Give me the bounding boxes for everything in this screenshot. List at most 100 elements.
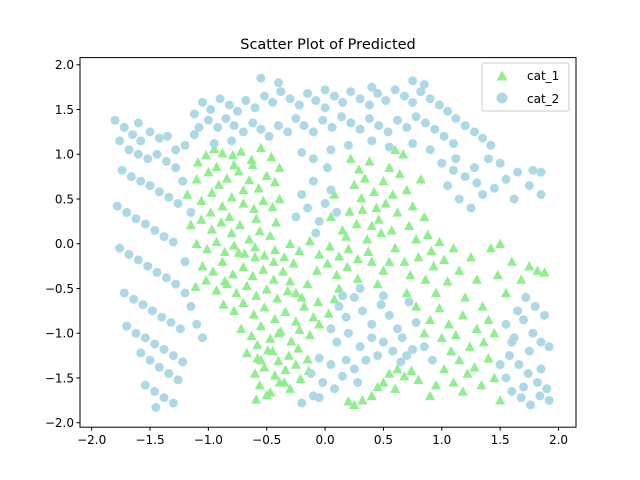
point-cat_2-218 [355, 283, 365, 293]
point-cat_1-24 [226, 192, 237, 202]
point-cat_1-133 [369, 186, 380, 197]
point-cat_2-59 [159, 393, 169, 403]
point-cat_2-136 [320, 85, 330, 95]
point-cat_1-31 [196, 214, 207, 224]
point-cat_1-212 [357, 395, 368, 405]
point-cat_2-182 [349, 292, 359, 302]
point-cat_2-150 [437, 158, 447, 168]
point-cat_1-180 [401, 287, 412, 298]
point-cat_1-11 [203, 166, 214, 177]
point-cat_2-20 [145, 181, 155, 191]
point-cat_1-60 [190, 281, 201, 291]
point-cat_2-230 [542, 384, 552, 394]
point-cat_2-231 [507, 386, 517, 396]
point-cat_2-27 [140, 219, 150, 229]
legend-label-cat_1: cat_1 [527, 69, 559, 83]
point-cat_2-176 [291, 212, 301, 222]
point-cat_2-140 [209, 139, 219, 149]
point-cat_1-191 [489, 328, 500, 338]
point-cat_1-188 [471, 323, 482, 333]
point-cat_2-62 [180, 288, 190, 298]
point-cat_1-167 [460, 292, 471, 302]
point-cat_1-8 [266, 151, 277, 162]
point-cat_1-119 [311, 265, 322, 275]
point-cat_2-174 [320, 198, 330, 208]
point-cat_1-154 [422, 229, 433, 239]
point-cat_2-173 [314, 216, 324, 226]
legend: cat_1 cat_2 [481, 62, 570, 112]
point-cat_1-58 [278, 266, 289, 276]
point-cat_1-48 [269, 244, 280, 255]
point-cat_2-65 [198, 333, 208, 343]
point-cat_1-189 [478, 336, 489, 347]
point-cat_1-12 [213, 179, 224, 189]
point-cat_1-116 [343, 243, 354, 254]
point-cat_1-80 [236, 323, 247, 333]
point-cat_2-85 [320, 103, 330, 113]
point-cat_2-69 [180, 257, 190, 267]
point-cat_2-18 [126, 172, 136, 182]
point-cat_1-14 [233, 166, 244, 176]
point-cat_2-233 [525, 400, 535, 410]
point-cat_2-49 [159, 344, 169, 354]
point-cat_1-158 [413, 251, 424, 262]
point-cat_2-87 [338, 97, 348, 107]
point-cat_2-11 [124, 145, 134, 155]
point-cat_2-168 [451, 154, 461, 164]
point-cat_2-179 [332, 207, 342, 217]
point-cat_1-208 [413, 374, 424, 384]
point-cat_1-54 [238, 261, 249, 272]
point-cat_1-105 [251, 394, 262, 404]
point-cat_1-66 [251, 290, 262, 300]
point-cat_1-135 [366, 220, 377, 231]
point-cat_2-6 [163, 131, 173, 141]
point-cat_1-6 [246, 154, 257, 164]
point-cat_2-229 [532, 377, 542, 387]
x-tick-label: 2.0 [549, 433, 568, 447]
point-cat_2-73 [215, 94, 225, 104]
point-cat_2-217 [378, 291, 388, 301]
point-cat_2-123 [355, 124, 365, 134]
point-cat_2-89 [355, 94, 365, 104]
point-cat_1-198 [439, 363, 450, 374]
point-cat_1-33 [216, 217, 227, 227]
point-cat_1-166 [454, 265, 465, 275]
point-cat_1-40 [191, 238, 202, 248]
point-cat_1-1 [201, 149, 212, 160]
point-cat_1-103 [285, 383, 296, 393]
point-cat_1-68 [272, 293, 283, 303]
point-cat_1-29 [251, 213, 262, 223]
point-cat_2-208 [341, 355, 351, 365]
point-cat_1-81 [246, 330, 257, 341]
point-cat_2-226 [504, 351, 514, 361]
point-cat_1-213 [349, 399, 360, 410]
point-cat_2-61 [151, 403, 161, 413]
point-cat_1-211 [366, 390, 377, 401]
point-cat_1-237 [334, 283, 345, 293]
point-cat_2-138 [408, 76, 418, 86]
point-cat_1-241 [323, 308, 334, 318]
point-cat_1-161 [434, 236, 445, 247]
point-cat_1-176 [524, 260, 535, 271]
point-cat_2-132 [439, 131, 449, 141]
point-cat_1-61 [201, 275, 212, 285]
point-cat_2-133 [448, 139, 458, 149]
point-cat_1-20 [182, 189, 193, 199]
point-cat_2-33 [133, 255, 143, 265]
point-cat_1-155 [426, 245, 437, 256]
point-cat_1-179 [495, 238, 506, 248]
point-cat_2-201 [314, 353, 324, 363]
point-cat_1-197 [457, 386, 468, 396]
y-tick-label: 0.0 [55, 237, 74, 251]
point-cat_1-57 [268, 274, 279, 284]
point-cat_1-209 [378, 377, 389, 387]
point-cat_2-48 [150, 339, 160, 349]
point-cat_1-34 [226, 227, 237, 238]
point-cat_2-206 [297, 398, 307, 408]
point-cat_2-213 [402, 351, 412, 361]
point-cat_2-39 [129, 294, 139, 304]
point-cat_1-95 [293, 343, 304, 353]
point-cat_1-225 [329, 189, 340, 199]
point-cat_1-69 [282, 285, 293, 296]
